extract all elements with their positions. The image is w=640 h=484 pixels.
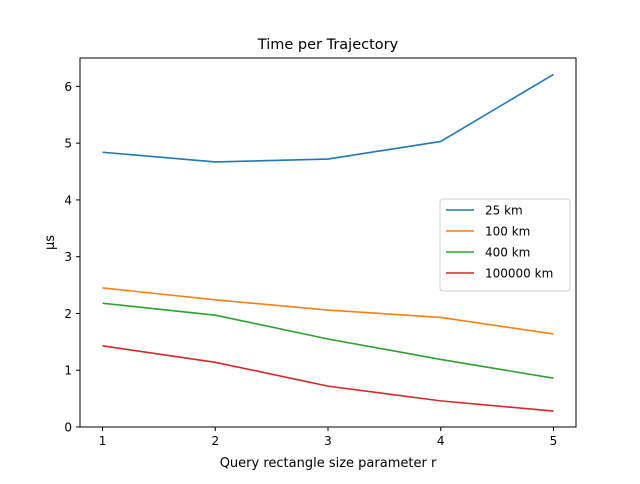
axes: 1 2 3 4 5 0 1 2 3 4 5 6 (64, 80, 557, 448)
x-axis-label: Query rectangle size parameter r (220, 456, 437, 471)
legend-label: 400 km (485, 246, 530, 260)
series-lines (102, 73, 554, 412)
x-tick-label: 5 (550, 434, 558, 448)
legend-label: 25 km (485, 204, 523, 218)
y-tick-label: 2 (64, 307, 72, 321)
y-tick-label: 6 (64, 80, 72, 94)
y-tick-label: 3 (64, 250, 72, 264)
series-line (102, 345, 554, 412)
legend: 25 km 100 km 400 km 100000 km (439, 198, 571, 292)
legend-label: 100000 km (485, 267, 553, 281)
y-axis-label: μs (43, 235, 58, 250)
y-tick-label: 1 (64, 364, 72, 378)
series-line (102, 287, 554, 335)
x-tick-label: 1 (99, 434, 107, 448)
y-tick-label: 5 (64, 137, 72, 151)
legend-box (439, 198, 571, 292)
x-tick-label: 3 (324, 434, 332, 448)
plot-frame (79, 57, 577, 428)
series-line (102, 302, 554, 379)
x-tick-label: 2 (211, 434, 219, 448)
chart-title: Time per Trajectory (257, 37, 399, 53)
series-line (102, 73, 554, 163)
y-tick-label: 0 (64, 421, 72, 435)
x-tick-label: 4 (437, 434, 445, 448)
y-tick-label: 4 (64, 193, 72, 207)
legend-label: 100 km (485, 225, 530, 239)
